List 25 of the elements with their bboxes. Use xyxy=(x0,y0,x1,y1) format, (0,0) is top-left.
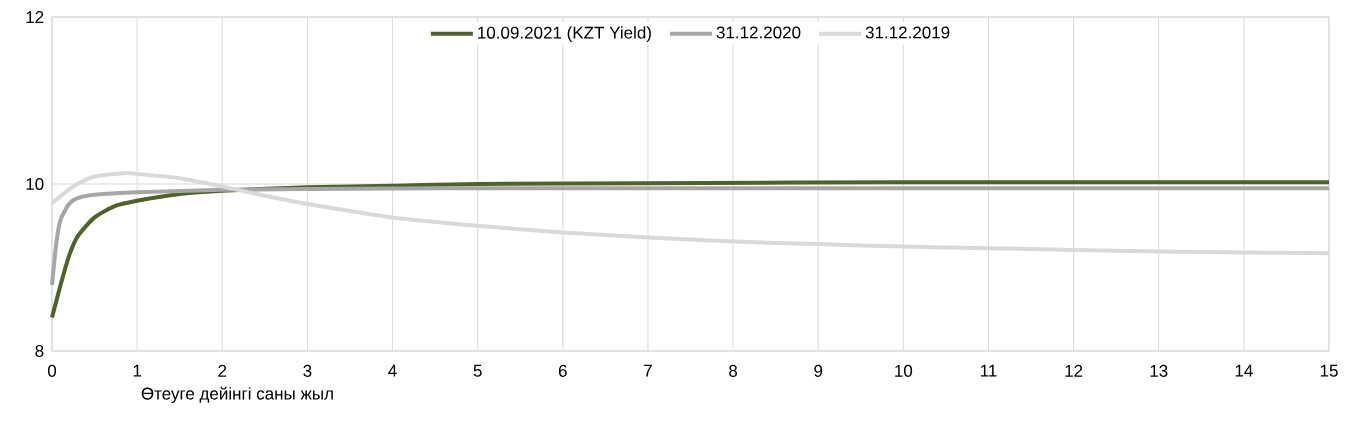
x-tick-label: 1 xyxy=(133,364,142,377)
y-tick-label: 10 xyxy=(26,177,44,191)
x-tick-label: 0 xyxy=(47,364,57,377)
x-tick-label: 12 xyxy=(1065,364,1083,377)
line-series xyxy=(50,186,1331,288)
x-tick-label: 8 xyxy=(729,364,738,377)
line-series xyxy=(50,180,1331,320)
x-axis-title: Өтеуге дейінгі саны жыл xyxy=(141,386,333,403)
x-tick-label: 14 xyxy=(1235,364,1253,377)
x-tick-label: 2 xyxy=(218,364,227,377)
y-tick-label: 12 xyxy=(26,11,44,23)
legend-label: 31.12.2020 xyxy=(716,26,801,39)
x-tick-label: 6 xyxy=(558,364,567,377)
x-tick-label: 10 xyxy=(895,364,913,377)
legend-label: 10.09.2021 (KZT Yield) xyxy=(478,26,651,43)
x-tick-label: 7 xyxy=(644,364,652,377)
legend-label: 31.12.2019 xyxy=(865,26,950,39)
x-tick-label: 13 xyxy=(1150,364,1168,377)
y-tick-label: 8 xyxy=(35,344,44,358)
x-tick-label: 3 xyxy=(303,364,312,377)
x-tick-label: 11 xyxy=(980,364,997,377)
x-tick-label: 5 xyxy=(473,364,482,377)
x-tick-label: 15 xyxy=(1320,364,1338,377)
x-tick-label: 9 xyxy=(814,364,823,377)
x-tick-label: 4 xyxy=(388,364,397,377)
